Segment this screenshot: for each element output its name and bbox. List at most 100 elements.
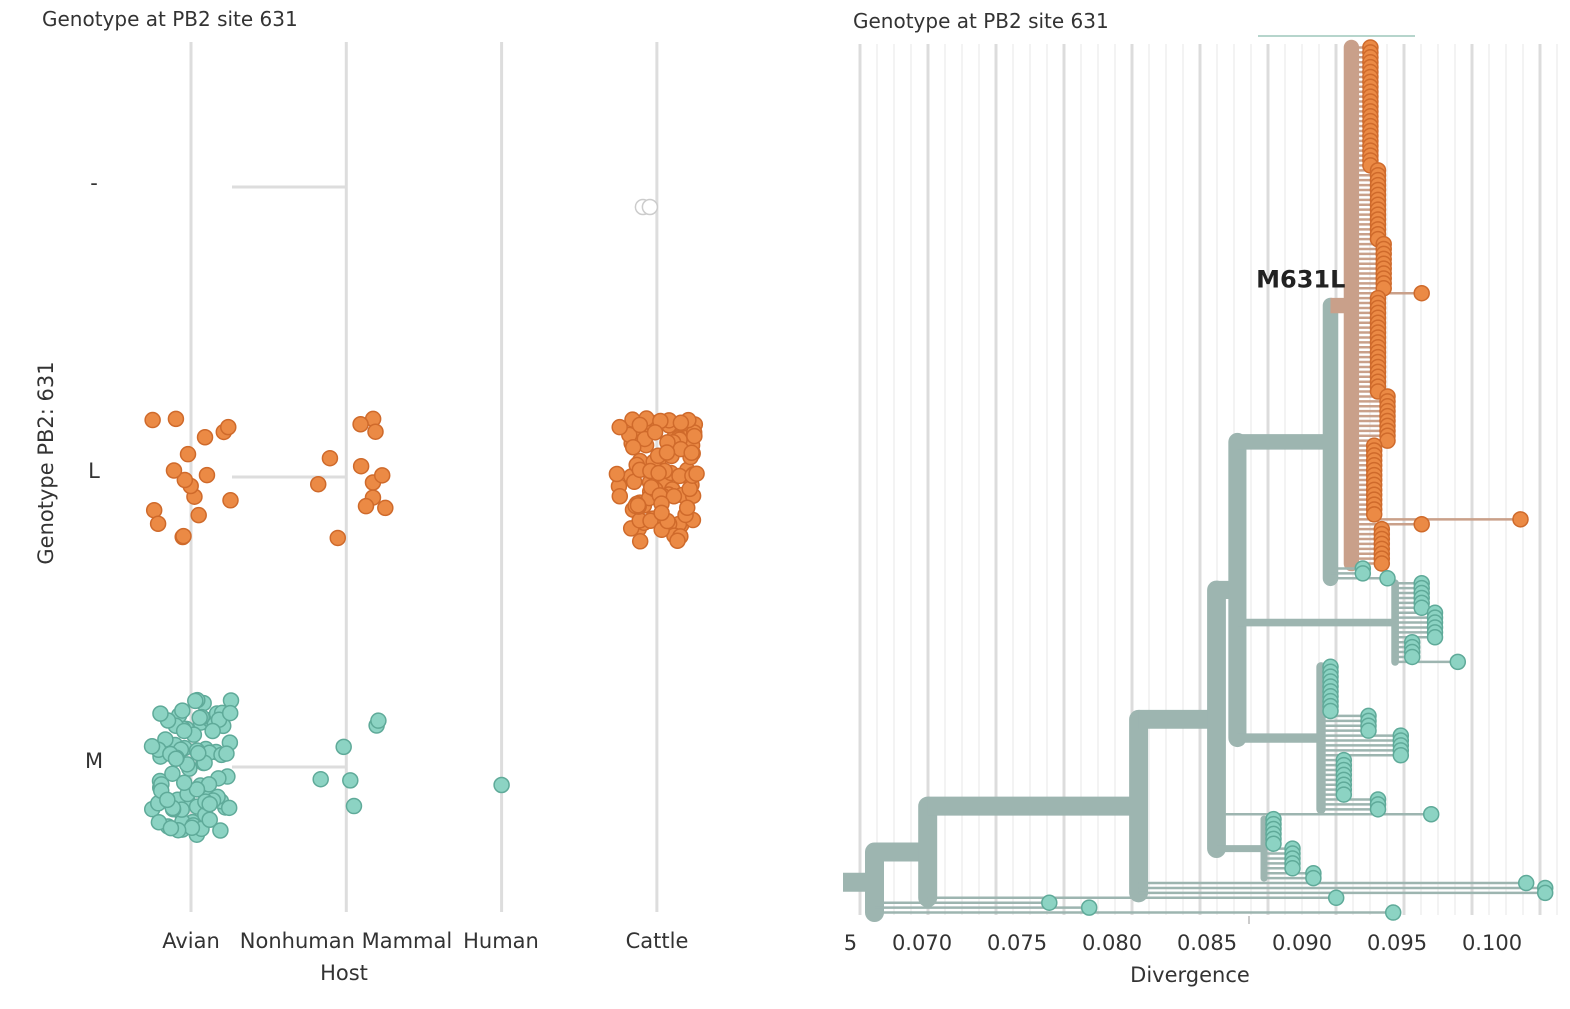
data-point-avian-M[interactable]: [164, 765, 181, 782]
data-point-cattle-L[interactable]: [608, 465, 626, 483]
data-point-cattle-L[interactable]: [624, 438, 642, 456]
data-point-cattle-L[interactable]: [646, 424, 664, 441]
data-point-cattle-L[interactable]: [650, 464, 667, 482]
data-point-cattle-L[interactable]: [678, 499, 696, 516]
data-point-avian-M[interactable]: [220, 799, 238, 817]
tree-tip-M[interactable]: [1422, 805, 1440, 823]
data-point-nonhuman-mammal-L[interactable]: [309, 475, 327, 493]
data-point-avian-M[interactable]: [218, 745, 235, 762]
data-point-nonhuman-mammal-L[interactable]: [367, 423, 384, 440]
data-point-avian-M[interactable]: [159, 791, 176, 809]
data-point-cattle-L[interactable]: [631, 416, 649, 434]
tree-tip-L[interactable]: [1365, 506, 1383, 523]
tree-tip-M[interactable]: [1322, 702, 1339, 720]
tree-tip-M[interactable]: [1384, 904, 1402, 921]
data-point-avian-M[interactable]: [212, 822, 229, 839]
data-point-avian-M[interactable]: [174, 702, 191, 719]
data-point-avian-M[interactable]: [152, 705, 169, 722]
data-point-cattle-L[interactable]: [688, 465, 705, 482]
tree-tip-M[interactable]: [1392, 747, 1410, 764]
data-point-cattle-L[interactable]: [681, 480, 698, 498]
tree-tip-M[interactable]: [1379, 570, 1396, 587]
data-point-avian-L[interactable]: [145, 501, 163, 519]
data-point-cattle-L[interactable]: [665, 487, 683, 505]
tree-tip-M[interactable]: [1403, 648, 1421, 666]
data-point-avian-L[interactable]: [167, 410, 185, 428]
data-point-cattle-L[interactable]: [653, 504, 670, 522]
tree-tip-L[interactable]: [1413, 284, 1430, 302]
tree-tip-L[interactable]: [1413, 515, 1430, 533]
data-point-nonhuman-mammal-M[interactable]: [342, 772, 359, 789]
data-point-avian-M[interactable]: [162, 819, 180, 837]
data-point-avian-L[interactable]: [165, 462, 183, 479]
tree-tip-M[interactable]: [1265, 835, 1282, 852]
data-point-avian-L[interactable]: [176, 471, 194, 489]
data-point-cattle-L[interactable]: [686, 427, 703, 445]
data-point-cattle-L[interactable]: [669, 532, 686, 550]
data-point-nonhuman-mammal-L[interactable]: [321, 449, 339, 467]
data-point-nonhuman-mammal-M[interactable]: [335, 738, 352, 756]
data-point-avian-L[interactable]: [190, 506, 207, 524]
data-point-avian-M[interactable]: [187, 692, 204, 710]
tree-tip-M[interactable]: [1284, 860, 1301, 877]
data-point-avian-M[interactable]: [190, 744, 207, 762]
data-point-avian-L[interactable]: [220, 418, 237, 436]
data-point-cattle-L[interactable]: [683, 444, 700, 462]
data-point-avian-L[interactable]: [222, 492, 239, 509]
data-point-avian-L[interactable]: [144, 411, 161, 429]
data-point-avian-M[interactable]: [201, 795, 218, 813]
tree-tip-M[interactable]: [1305, 869, 1322, 887]
data-point-cattle-missing[interactable]: [641, 198, 659, 216]
data-point-cattle-L[interactable]: [672, 414, 690, 432]
data-point-avian-M[interactable]: [175, 774, 193, 791]
data-point-nonhuman-mammal-L[interactable]: [329, 529, 347, 547]
tree-tip-M[interactable]: [1080, 899, 1098, 916]
data-point-avian-L[interactable]: [175, 527, 192, 545]
data-point-nonhuman-mammal-M[interactable]: [370, 712, 387, 729]
data-point-nonhuman-mammal-L[interactable]: [357, 497, 375, 515]
tree-tip-M[interactable]: [1335, 786, 1353, 803]
data-point-avian-M[interactable]: [175, 722, 193, 740]
data-point-avian-M[interactable]: [188, 781, 206, 798]
tree-tip-M[interactable]: [1426, 629, 1444, 646]
data-point-cattle-L[interactable]: [631, 533, 649, 550]
tree-x-tick-label: 0.100: [1462, 931, 1522, 955]
data-point-nonhuman-mammal-L[interactable]: [377, 499, 394, 517]
tree-tip-M[interactable]: [1517, 874, 1535, 892]
data-point-avian-M[interactable]: [201, 811, 218, 828]
data-point-nonhuman-mammal-L[interactable]: [373, 467, 391, 484]
data-point-cattle-L[interactable]: [611, 418, 628, 436]
data-point-avian-L[interactable]: [179, 445, 197, 463]
tree-tip-M[interactable]: [1536, 884, 1554, 902]
tree-tip-M[interactable]: [1354, 565, 1372, 582]
tree-tip-M[interactable]: [1041, 894, 1058, 911]
tree-x-tick-label: 0.070: [892, 931, 952, 955]
tree-tip-M[interactable]: [1360, 722, 1377, 739]
data-point-cattle-L[interactable]: [611, 487, 629, 505]
data-point-cattle-L[interactable]: [629, 497, 647, 514]
data-point-avian-L[interactable]: [149, 515, 167, 532]
data-point-avian-M[interactable]: [167, 750, 185, 767]
data-point-cattle-L[interactable]: [658, 444, 676, 461]
data-point-nonhuman-mammal-M[interactable]: [345, 797, 363, 815]
data-point-avian-M[interactable]: [221, 704, 239, 722]
tree-tip-L[interactable]: [1512, 511, 1529, 528]
tree-tip-M[interactable]: [1369, 801, 1387, 818]
x-tick-label: Nonhuman Mammal: [240, 929, 452, 953]
tree-tip-M[interactable]: [1449, 653, 1467, 671]
data-point-avian-M[interactable]: [183, 819, 201, 836]
tree-x-axis-label: Divergence: [1130, 963, 1250, 987]
data-point-avian-M[interactable]: [143, 738, 161, 755]
data-point-avian-L[interactable]: [198, 466, 216, 484]
data-point-nonhuman-mammal-M[interactable]: [312, 770, 329, 788]
data-point-human-M[interactable]: [493, 776, 510, 794]
data-point-cattle-L[interactable]: [642, 512, 659, 529]
data-point-nonhuman-mammal-L[interactable]: [352, 457, 370, 475]
data-point-avian-L[interactable]: [196, 429, 214, 446]
data-point-avian-M[interactable]: [204, 722, 221, 740]
tree-tip-L[interactable]: [1373, 555, 1391, 572]
tree-tip-M[interactable]: [1327, 889, 1345, 907]
data-point-avian-M[interactable]: [191, 709, 208, 727]
scatter-gridlines: [189, 42, 659, 912]
data-point-nonhuman-mammal-L[interactable]: [352, 415, 369, 433]
